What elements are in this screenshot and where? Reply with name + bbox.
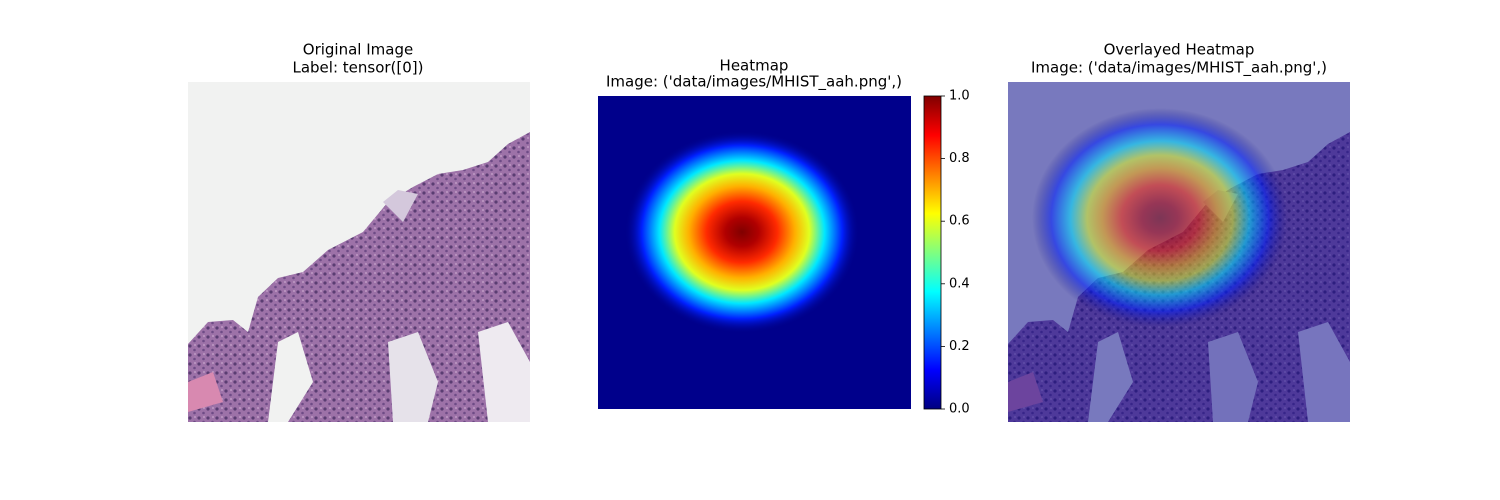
colorbar [923,95,942,410]
tick-label: 0.6 [949,214,970,229]
panel-subtitle: Image: ('data/images/MHIST_aah.png',) [606,73,902,92]
overlay-image [1008,82,1350,422]
heatmap-image [598,96,911,409]
tick-label: 0.0 [949,402,970,417]
panel-title: Heatmap [720,57,789,75]
panel-title: Original Image [303,41,413,59]
histology-image [188,82,530,422]
tick-label: 0.2 [949,339,970,354]
panel-subtitle: Image: ('data/images/MHIST_aah.png',) [1031,59,1327,78]
colorbar-ticks: 0.0 0.2 0.4 0.6 0.8 1.0 [941,89,970,417]
tick-label: 1.0 [949,89,970,104]
panel-title: Overlayed Heatmap [1104,41,1255,59]
panel-subtitle: Label: tensor([0]) [292,59,423,77]
tick-label: 0.8 [949,151,970,166]
tick-label: 0.4 [949,276,970,291]
